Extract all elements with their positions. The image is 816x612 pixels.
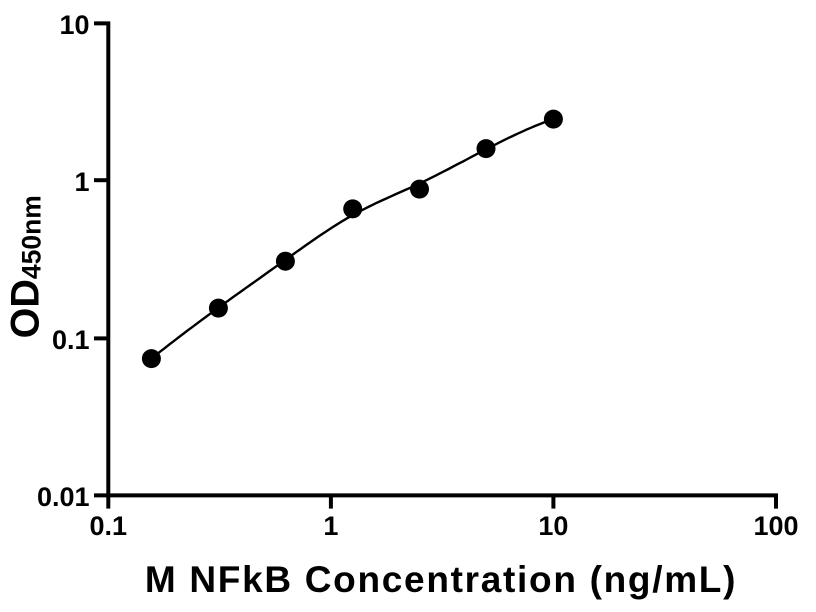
svg-text:1: 1 [323,511,338,541]
svg-text:0.01: 0.01 [37,482,90,512]
svg-text:100: 100 [753,511,798,541]
svg-text:M NFkB Concentration (ng/mL): M NFkB Concentration (ng/mL) [145,559,737,600]
svg-text:OD450nm: OD450nm [4,195,48,338]
svg-text:1: 1 [74,167,89,197]
svg-text:10: 10 [59,10,89,40]
svg-text:10: 10 [538,511,568,541]
svg-text:0.1: 0.1 [90,511,128,541]
svg-text:0.1: 0.1 [52,325,90,355]
